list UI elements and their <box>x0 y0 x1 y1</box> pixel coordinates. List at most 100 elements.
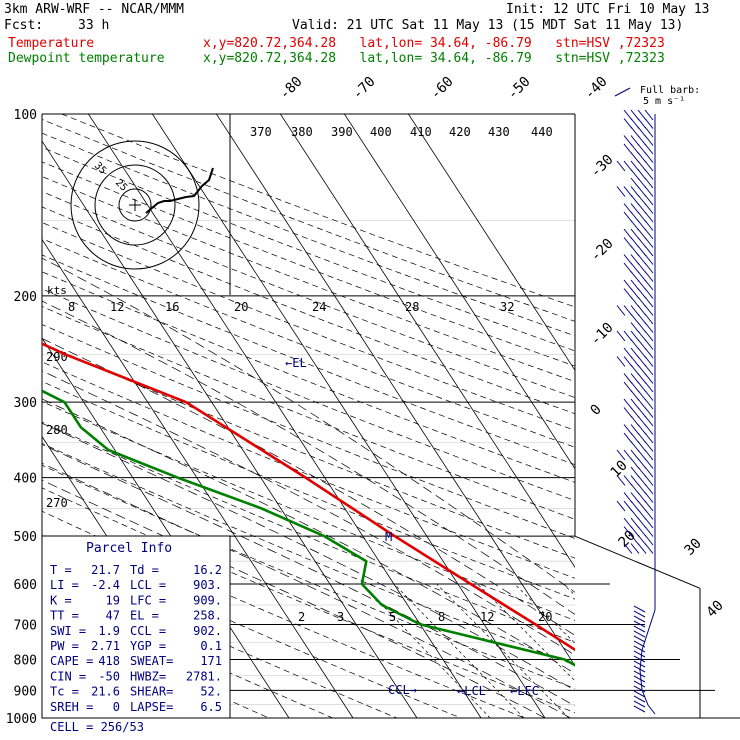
wind-barb <box>630 313 640 325</box>
model-title: 3km ARW-WRF -- NCAR/MMM <box>4 2 185 17</box>
parcel-row-label: LFC = <box>130 593 166 607</box>
wind-barb <box>637 543 647 554</box>
wind-barb <box>623 398 633 410</box>
wind-barb <box>644 458 654 469</box>
wind-barb <box>630 288 640 299</box>
pressure-tick-label: 100 <box>14 108 37 123</box>
wind-barb <box>637 373 647 384</box>
dry-adiabat <box>42 381 575 600</box>
wind-barb <box>637 500 647 512</box>
wind-barb <box>623 305 633 316</box>
wind-barb <box>637 305 647 316</box>
wind-barb <box>623 492 633 503</box>
wind-barb <box>637 407 647 418</box>
parcel-row-value: 19 <box>106 593 120 607</box>
mixing-ratio-label: 3 <box>337 610 344 624</box>
wind-barb <box>644 398 654 410</box>
wind-barb <box>633 655 646 663</box>
dewpoint-location: x,y=820.72,364.28 lat,lon= 34.64, -86.79… <box>203 51 665 66</box>
wind-barb <box>644 517 654 529</box>
wind-barb <box>644 475 654 486</box>
wind-barb <box>623 432 633 444</box>
wind-barb <box>630 543 640 554</box>
mixing-ratio-label: 2 <box>298 610 305 624</box>
wind-barb <box>630 169 640 180</box>
hodograph-ring <box>118 188 152 222</box>
wind-barb <box>637 330 647 342</box>
wind-barb <box>630 475 640 486</box>
wind-barb <box>637 322 647 333</box>
dewpoint-legend: Dewpoint temperature <box>8 51 165 66</box>
wind-barb <box>630 143 640 155</box>
wind-barb <box>630 228 640 240</box>
parcel-row-value: 2781. <box>186 669 222 683</box>
pressure-tick-label: 400 <box>14 472 37 487</box>
wind-barbs: Full barb:5 m s⁻¹ <box>614 85 700 715</box>
hodograph-ring <box>70 140 200 270</box>
theta-left-label: 290 <box>46 350 68 364</box>
isotherm-label: -80 <box>277 74 306 103</box>
wind-barb <box>637 313 647 325</box>
isotherm-label: -60 <box>428 74 457 103</box>
wind-barb <box>623 160 633 172</box>
wind-barb <box>630 424 640 435</box>
wind-barb <box>633 665 646 673</box>
wind-barb <box>644 152 654 163</box>
wind-barb <box>637 262 647 274</box>
wind-barb <box>644 526 654 537</box>
wind-barb <box>644 339 654 350</box>
isotherm-label: 0 <box>588 402 605 419</box>
wind-barb <box>644 356 654 367</box>
parcel-row-value: 52. <box>200 685 222 699</box>
isotherm-label: -40 <box>582 74 611 103</box>
isotherm-line <box>88 114 482 718</box>
wind-barb <box>637 237 647 248</box>
wind-barb <box>637 228 647 240</box>
parcel-row-value: 902. <box>193 624 222 638</box>
wind-barb <box>630 364 640 376</box>
wind-barb <box>633 675 646 683</box>
parcel-row-label: TT = <box>50 609 79 623</box>
pressure-tick-label: 500 <box>14 530 37 545</box>
wind-barb <box>644 177 654 189</box>
wind-barb <box>644 262 654 274</box>
theta-label: 380 <box>291 125 313 139</box>
wind-barb <box>633 700 646 708</box>
wind-barb <box>633 695 646 703</box>
lcl-marker: ←LCL <box>457 684 486 698</box>
wind-barb <box>637 194 647 206</box>
wind-barb <box>616 305 626 316</box>
parcel-row-label: LAPSE= <box>130 700 173 714</box>
parcel-row-label: YGP = <box>130 639 166 653</box>
wind-barb <box>633 685 646 693</box>
wind-barb <box>630 271 640 282</box>
wind-barb <box>644 118 654 129</box>
wind-barb <box>616 500 626 512</box>
wind-barb <box>616 160 626 172</box>
wind-barb <box>637 441 647 452</box>
valid-time: Valid: 21 UTC Sat 11 May 13 (15 MDT Sat … <box>292 18 684 33</box>
sounding-traces <box>42 342 575 667</box>
m-marker: M <box>385 530 392 544</box>
wind-barb <box>623 262 633 274</box>
wind-barb <box>637 126 647 138</box>
wind-barb <box>623 143 633 155</box>
wind-barb <box>633 640 646 648</box>
wind-barb <box>630 441 640 452</box>
wind-barb <box>637 296 647 308</box>
wind-barb <box>623 381 633 393</box>
wind-barb <box>644 500 654 512</box>
forecast-hour: 33 h <box>78 18 110 33</box>
wind-barb <box>630 109 640 121</box>
dewpoint-line <box>42 389 575 667</box>
isotherm-label: 30 <box>682 536 705 559</box>
parcel-info-title: Parcel Info <box>86 541 172 556</box>
moist-adiabat <box>42 462 571 718</box>
moist-adiabat <box>42 300 575 615</box>
parcel-row-value: 21.6 <box>91 685 120 699</box>
parcel-row-value: 903. <box>193 578 222 592</box>
wind-barb <box>644 424 654 435</box>
wind-barb <box>637 415 647 427</box>
wind-barb <box>633 620 646 628</box>
wind-barb <box>623 475 633 486</box>
